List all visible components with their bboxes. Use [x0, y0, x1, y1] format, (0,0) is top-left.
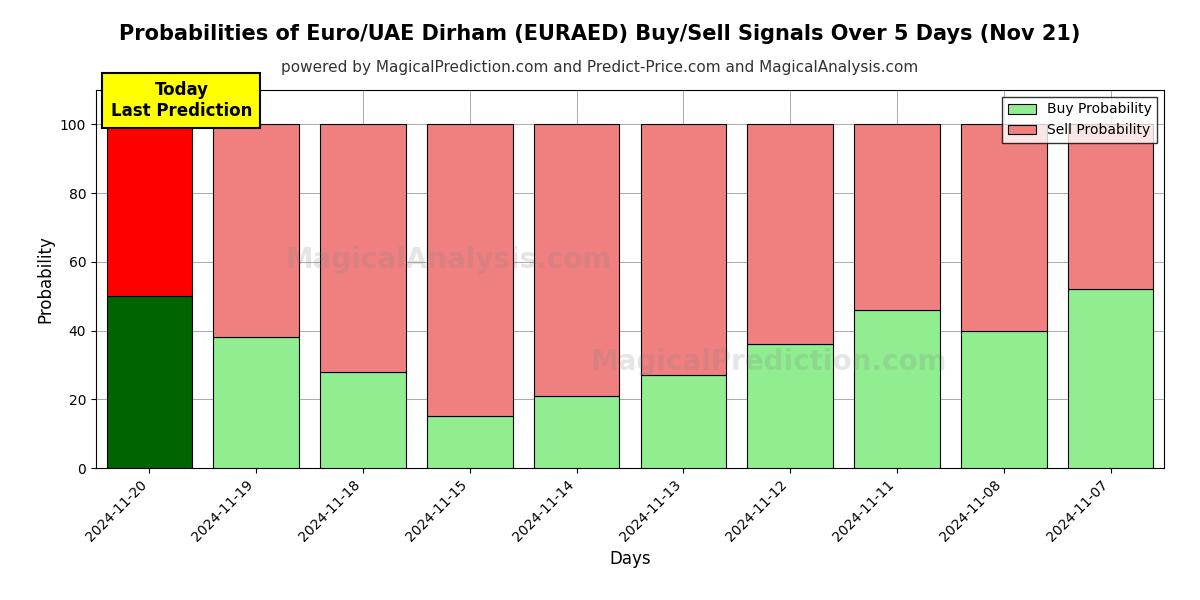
Bar	[214, 124, 299, 337]
Bar	[748, 344, 833, 468]
Bar	[320, 124, 406, 372]
Bar	[534, 396, 619, 468]
Bar	[641, 124, 726, 375]
Bar	[107, 124, 192, 296]
Text: MagicalPrediction.com: MagicalPrediction.com	[590, 348, 947, 376]
Y-axis label: Probability: Probability	[36, 235, 54, 323]
Bar	[320, 372, 406, 468]
Bar	[641, 375, 726, 468]
Bar	[854, 124, 940, 310]
Bar	[961, 331, 1046, 468]
X-axis label: Days: Days	[610, 550, 650, 568]
Text: Today
Last Prediction: Today Last Prediction	[110, 81, 252, 120]
Bar	[214, 337, 299, 468]
Text: powered by MagicalPrediction.com and Predict-Price.com and MagicalAnalysis.com: powered by MagicalPrediction.com and Pre…	[281, 60, 919, 75]
Bar	[427, 124, 512, 416]
Bar	[961, 124, 1046, 331]
Text: Probabilities of Euro/UAE Dirham (EURAED) Buy/Sell Signals Over 5 Days (Nov 21): Probabilities of Euro/UAE Dirham (EURAED…	[119, 24, 1081, 44]
Bar	[534, 124, 619, 396]
Bar	[427, 416, 512, 468]
Bar	[1068, 124, 1153, 289]
Bar	[1068, 289, 1153, 468]
Legend: Buy Probability, Sell Probability: Buy Probability, Sell Probability	[1002, 97, 1157, 143]
Bar	[107, 296, 192, 468]
Text: MagicalAnalysis.com: MagicalAnalysis.com	[286, 246, 612, 274]
Bar	[748, 124, 833, 344]
Bar	[854, 310, 940, 468]
